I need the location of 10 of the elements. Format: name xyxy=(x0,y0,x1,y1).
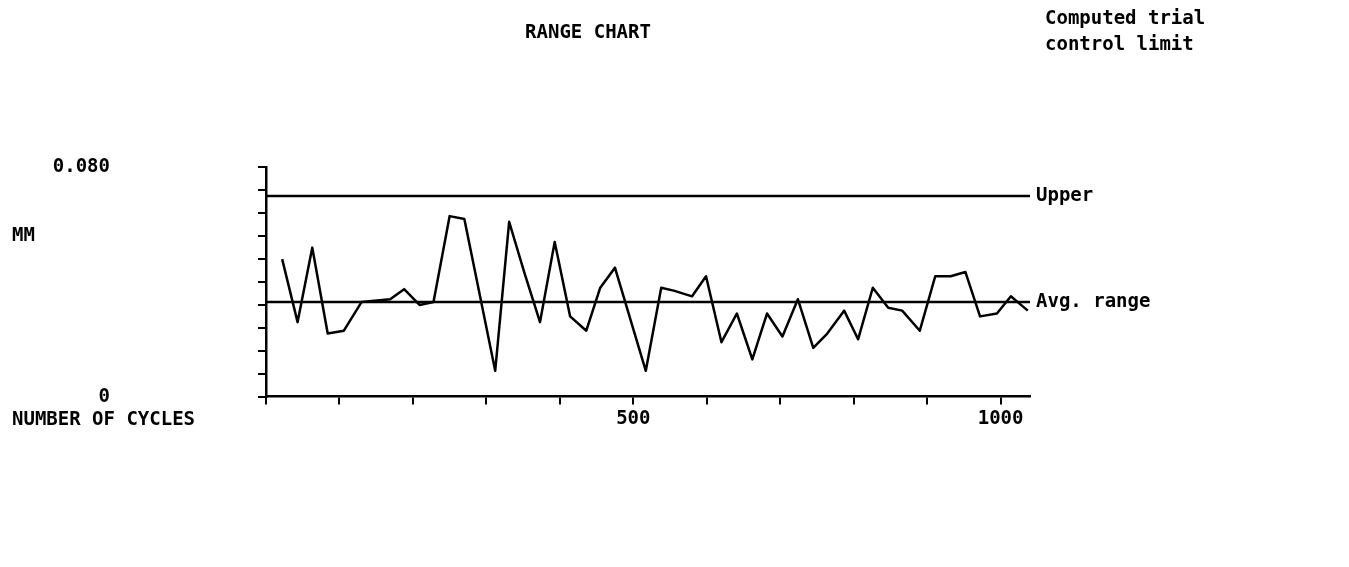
y-tick-label: 0 xyxy=(98,383,110,406)
text: Computed trial control limit xyxy=(1045,6,1206,55)
text: NUMBER OF CYCLES xyxy=(12,407,196,430)
ref-line-label: Avg. range xyxy=(1036,288,1151,311)
x-tick-label: 500 xyxy=(616,405,651,428)
chart-title: RANGE CHART xyxy=(525,20,651,42)
x-tick-label: 1000 xyxy=(977,405,1024,428)
text: MM xyxy=(12,223,35,246)
y-tick-label: 0.080 xyxy=(52,154,110,177)
ref-line-label: Upper xyxy=(1036,182,1094,205)
